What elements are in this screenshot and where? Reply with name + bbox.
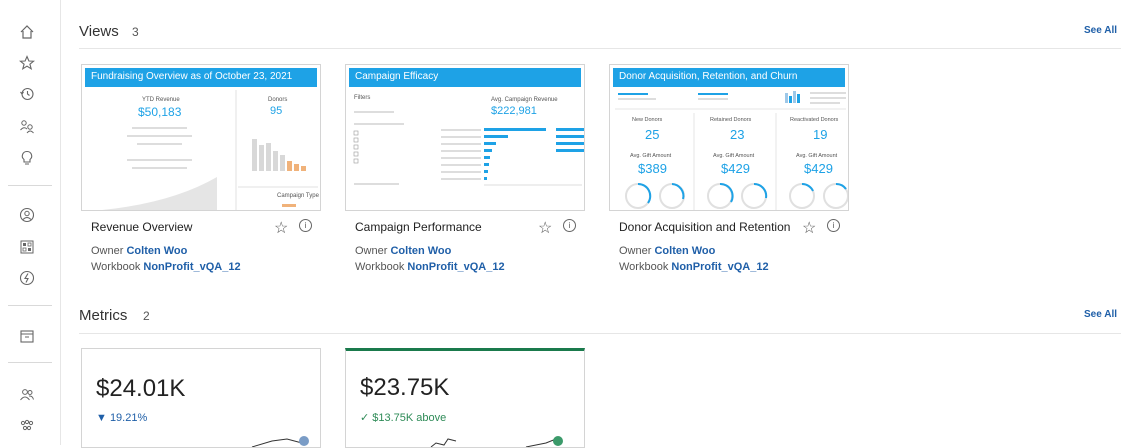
view-card-revenue-overview[interactable]: Fundraising Overview as of October 23, 2… bbox=[81, 64, 321, 279]
thumb-graphics bbox=[353, 111, 584, 186]
metrics-title: Metrics bbox=[79, 307, 128, 324]
owner-link[interactable]: Colten Woo bbox=[390, 245, 452, 257]
view-owner: Owner Colten Woo bbox=[355, 245, 451, 257]
view-card-campaign-performance[interactable]: Campaign Efficacy Filters Avg. Campaign … bbox=[345, 64, 585, 279]
info-icon[interactable]: i bbox=[827, 219, 840, 232]
view-workbook: Workbook NonProfit_vQA_12 bbox=[91, 261, 241, 273]
favorite-star-icon[interactable]: ☆ bbox=[538, 220, 553, 237]
external-assets-icon[interactable] bbox=[17, 268, 37, 288]
thumb-reactivated-value: 19 bbox=[813, 127, 828, 142]
explore-icon[interactable] bbox=[17, 237, 37, 257]
metric-sparkline bbox=[430, 436, 563, 447]
metrics-see-all-link[interactable]: See All bbox=[1084, 309, 1117, 320]
view-thumbnail[interactable]: Donor Acquisition, Retention, and Churn … bbox=[609, 64, 849, 211]
owner-label: Owner bbox=[355, 245, 388, 257]
thumbnail-title: Fundraising Overview as of October 23, 2… bbox=[85, 68, 317, 87]
view-card-title[interactable]: Revenue Overview bbox=[91, 220, 193, 234]
view-owner: Owner Colten Woo bbox=[91, 245, 187, 257]
view-thumbnail[interactable]: Fundraising Overview as of October 23, 2… bbox=[81, 64, 321, 211]
thumb-gift-label: Avg. Gift Amount bbox=[630, 153, 672, 159]
recommendations-icon[interactable] bbox=[17, 148, 37, 168]
sidebar-divider bbox=[8, 362, 52, 363]
sidebar-divider bbox=[8, 185, 52, 186]
metric-value: $23.75K bbox=[360, 374, 450, 401]
collections-icon[interactable] bbox=[17, 326, 37, 346]
thumb-gift-value: $429 bbox=[804, 161, 833, 176]
view-workbook: Workbook NonProfit_vQA_12 bbox=[355, 261, 505, 273]
thumb-new-donors-label: New Donors bbox=[632, 117, 663, 123]
metric-value: $24.01K bbox=[96, 375, 186, 402]
sidebar bbox=[0, 0, 61, 445]
shared-icon[interactable] bbox=[17, 116, 37, 136]
views-divider bbox=[79, 48, 1121, 49]
favorite-star-icon[interactable]: ☆ bbox=[274, 220, 289, 237]
metric-card[interactable]: $23.75K ✓ $13.75K above bbox=[345, 348, 585, 448]
thumb-filters-label: Filters bbox=[354, 95, 371, 101]
view-workbook: Workbook NonProfit_vQA_12 bbox=[619, 261, 769, 273]
thumb-kpi-label: Avg. Campaign Revenue bbox=[491, 97, 558, 103]
thumb-retained-value: 23 bbox=[730, 127, 745, 142]
info-icon[interactable]: i bbox=[563, 219, 576, 232]
thumb-gift-value: $429 bbox=[721, 161, 750, 176]
views-section-header: Views 3 See All bbox=[79, 23, 1119, 45]
view-card-title[interactable]: Campaign Performance bbox=[355, 220, 482, 234]
metrics-divider bbox=[79, 333, 1121, 334]
view-card-title[interactable]: Donor Acquisition and Retention bbox=[619, 220, 791, 234]
thumb-campaign-label: Campaign Type bbox=[277, 193, 319, 199]
thumb-new-donors-value: 25 bbox=[645, 127, 660, 142]
workbook-link[interactable]: NonProfit_vQA_12 bbox=[671, 261, 769, 273]
owner-link[interactable]: Colten Woo bbox=[654, 245, 716, 257]
star-icon[interactable] bbox=[17, 53, 37, 73]
owner-label: Owner bbox=[91, 245, 124, 257]
metric-sparkline bbox=[251, 436, 309, 447]
workbook-label: Workbook bbox=[91, 261, 141, 273]
view-thumbnail[interactable]: Campaign Efficacy Filters Avg. Campaign … bbox=[345, 64, 585, 211]
workbook-label: Workbook bbox=[619, 261, 669, 273]
thumb-reactivated-label: Reactivated Donors bbox=[790, 117, 839, 123]
metric-change: ✓ $13.75K above bbox=[360, 412, 447, 424]
thumbnail-title: Donor Acquisition, Retention, and Churn bbox=[613, 68, 845, 87]
history-icon[interactable] bbox=[17, 84, 37, 104]
owner-link[interactable]: Colten Woo bbox=[126, 245, 188, 257]
view-owner: Owner Colten Woo bbox=[619, 245, 715, 257]
info-icon[interactable]: i bbox=[299, 219, 312, 232]
profile-icon[interactable] bbox=[17, 205, 37, 225]
views-see-all-link[interactable]: See All bbox=[1084, 25, 1117, 36]
metrics-section-header: Metrics 2 See All bbox=[79, 307, 1119, 329]
users-icon[interactable] bbox=[17, 385, 37, 405]
owner-label: Owner bbox=[619, 245, 652, 257]
thumb-donors-value: 95 bbox=[270, 105, 283, 117]
metric-card[interactable]: $24.01K ▼ 19.21% bbox=[81, 348, 321, 448]
workbook-link[interactable]: NonProfit_vQA_12 bbox=[143, 261, 241, 273]
view-card-donor-acquisition[interactable]: Donor Acquisition, Retention, and Churn … bbox=[609, 64, 849, 279]
thumb-retained-label: Retained Donors bbox=[710, 117, 752, 123]
thumb-gift-label: Avg. Gift Amount bbox=[713, 153, 755, 159]
thumb-graphics bbox=[615, 91, 848, 210]
thumb-donors-label: Donors bbox=[268, 97, 288, 103]
thumb-kpi-label: YTD Revenue bbox=[142, 97, 180, 103]
thumb-graphics bbox=[102, 90, 318, 210]
metric-change: ▼ 19.21% bbox=[96, 412, 148, 424]
workbook-link[interactable]: NonProfit_vQA_12 bbox=[407, 261, 505, 273]
thumbnail-title: Campaign Efficacy bbox=[349, 68, 581, 87]
views-title: Views bbox=[79, 23, 119, 40]
thumb-gift-label: Avg. Gift Amount bbox=[796, 153, 838, 159]
main-content: Views 3 See All Fundraising Overview as … bbox=[79, 0, 1121, 448]
views-count: 3 bbox=[132, 25, 139, 39]
groups-icon[interactable] bbox=[17, 416, 37, 436]
sidebar-divider bbox=[8, 305, 52, 306]
home-icon[interactable] bbox=[17, 22, 37, 42]
thumb-kpi-value: $50,183 bbox=[138, 105, 182, 119]
thumb-gift-value: $389 bbox=[638, 161, 667, 176]
workbook-label: Workbook bbox=[355, 261, 405, 273]
thumb-kpi-value: $222,981 bbox=[491, 105, 537, 117]
favorite-star-icon[interactable]: ☆ bbox=[802, 220, 817, 237]
metrics-count: 2 bbox=[143, 309, 150, 323]
